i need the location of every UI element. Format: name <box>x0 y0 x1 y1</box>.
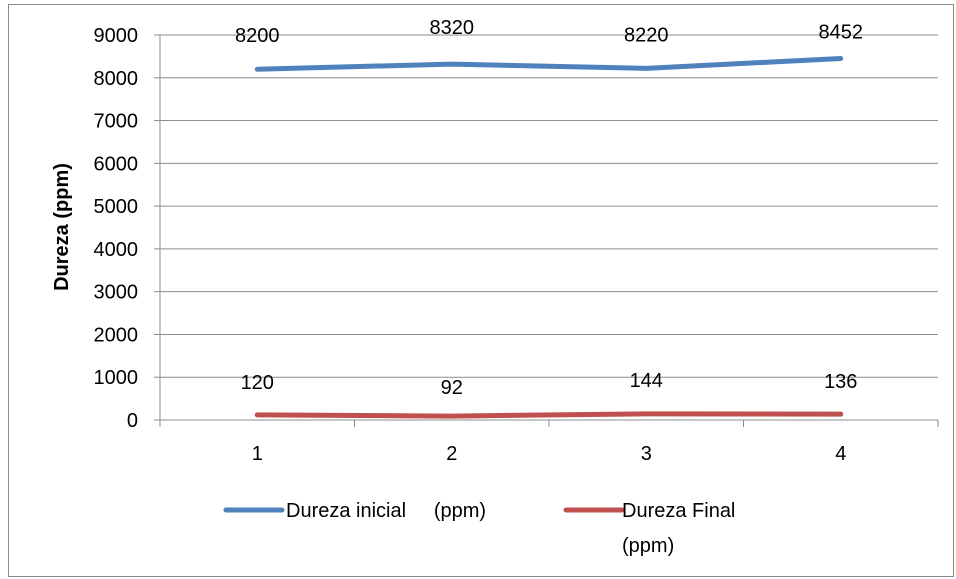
data-label: 8220 <box>624 24 669 46</box>
series-line-dureza-final <box>254 411 844 419</box>
data-label: 136 <box>824 371 857 393</box>
y-tick-label: 7000 <box>94 111 139 133</box>
data-label: 120 <box>241 372 274 394</box>
series-line-dureza-inicial <box>254 55 844 72</box>
y-tick-label: 3000 <box>94 282 139 304</box>
data-label: 92 <box>441 377 463 399</box>
legend-item: Dureza inicial (ppm) <box>223 500 486 522</box>
y-tick-labels: 0 1000 2000 3000 4000 5000 6000 7000 8000 9000 <box>94 25 139 432</box>
gridlines <box>160 34 938 378</box>
legend-item: Dureza Final (ppm) <box>563 500 735 557</box>
data-label: 8320 <box>430 17 475 39</box>
axes <box>154 34 939 427</box>
x-tick-label: 2 <box>446 443 457 465</box>
x-tick-labels: 1 2 3 4 <box>252 443 847 465</box>
x-tick-label: 3 <box>641 443 652 465</box>
y-tick-label: 2000 <box>94 324 139 346</box>
x-tick-label: 1 <box>252 443 263 465</box>
legend-label: Dureza inicial (ppm) <box>286 500 486 522</box>
y-tick-label: 6000 <box>94 153 139 175</box>
y-tick-label: 8000 <box>94 68 139 90</box>
data-label: 8200 <box>235 25 280 47</box>
y-tick-label: 0 <box>127 410 138 432</box>
data-labels: 8200 8320 8220 8452 120 92 144 136 <box>235 17 863 399</box>
data-label: 144 <box>630 370 663 392</box>
y-axis-title: Dureza (ppm) <box>51 163 73 291</box>
legend-label: Dureza Final <box>622 500 735 522</box>
series-lines <box>254 55 844 419</box>
legend: Dureza inicial (ppm) Dureza Final (ppm) <box>223 500 735 557</box>
y-tick-label: 5000 <box>94 196 139 218</box>
chart-frame <box>8 4 954 577</box>
data-label: 8452 <box>819 21 864 43</box>
legend-label: (ppm) <box>622 535 674 557</box>
y-tick-label: 9000 <box>94 25 139 47</box>
y-tick-label: 1000 <box>94 367 139 389</box>
x-tick-label: 4 <box>835 443 846 465</box>
y-tick-label: 4000 <box>94 239 139 261</box>
